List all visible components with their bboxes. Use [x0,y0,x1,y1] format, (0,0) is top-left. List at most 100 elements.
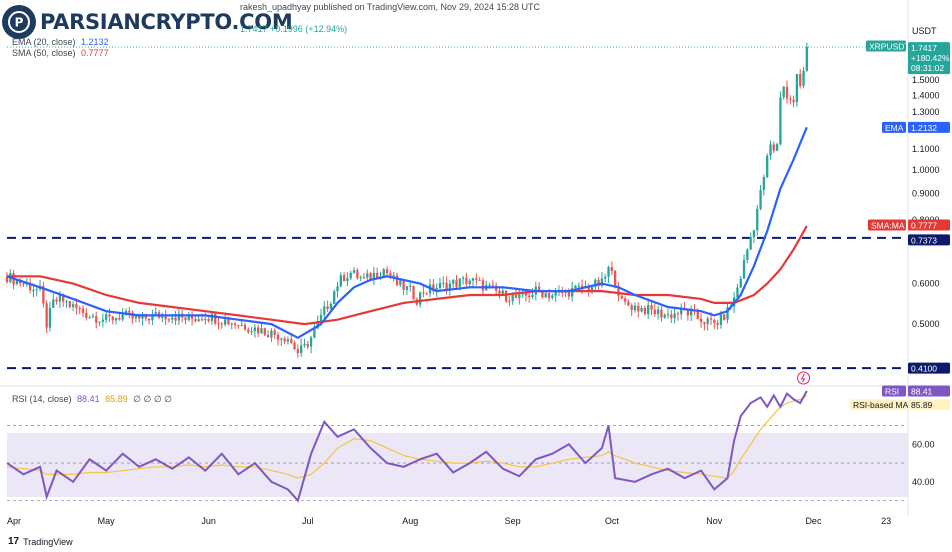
candle-body [792,99,795,103]
axes: 1.60001.50001.40001.30001.10001.00000.90… [7,26,940,526]
price-badges: XRPUSDT 1.7417+180.42%08:31:02 EMA 1.2132 SM… [797,40,950,411]
candle-body [71,304,75,307]
candle-body [382,269,385,277]
watermark-logo-letter: P [15,16,24,30]
candle-body [709,318,713,320]
candle-body [22,283,25,285]
rsi-legend-value: 88.41 [77,394,100,404]
candle-body [237,325,240,327]
rsi-pane [6,390,808,503]
candle-body [200,319,204,321]
tradingview-footer[interactable]: 17 TradingView [8,536,73,547]
ema-legend-value: 1.2132 [81,37,109,47]
candle-body [723,314,726,320]
candle-body [28,283,32,291]
candle-body [286,339,290,342]
ema-badge-value-text: 1.2132 [911,123,937,133]
published-by: rakesh_upadhyay published on TradingView… [240,2,541,12]
rsi-legend-name: RSI (14, close) [12,394,72,404]
candle-body [95,316,98,323]
last-price-badge-bg [908,42,950,75]
candle-body [214,313,217,324]
price-tick-label: 1.0000 [912,165,940,175]
candle-body [580,285,584,289]
rsi-legend[interactable]: RSI (14, close) 88.41 85.89 ∅ ∅ ∅ ∅ [12,394,172,405]
candle-body [233,323,237,326]
candle-body [432,284,435,291]
candle-body [290,339,293,343]
ema-legend-name: EMA (20, close) [12,37,76,47]
rsi-badge-label-bg [882,385,906,397]
candle-body [75,304,78,309]
candle-body [471,278,475,281]
candle-body [752,230,756,238]
candle-body [613,270,617,286]
moving-averages [6,46,906,340]
rsi-legend-extra: ∅ ∅ ∅ ∅ [133,394,173,404]
candle-body [250,331,253,333]
event-icon [797,371,811,385]
event-icon-bolt [800,373,806,383]
rsi-ma-badge-label-text: RSI-based MA [853,400,909,410]
candle-body [399,280,402,285]
candle-body [623,298,627,302]
rsi-ma-badge-label: RSI-based MA [850,399,909,411]
candle-body [207,319,210,321]
candle-body [114,318,118,321]
candle-body [283,338,286,342]
candle-body [88,317,91,319]
candle-body [78,308,81,310]
candle-body [498,290,501,294]
candle-body [154,312,157,315]
ema-legend[interactable]: EMA (20, close) 1.2132 [12,37,109,47]
candle-body [739,278,742,288]
rsi-legend-ma: 85.89 [105,394,128,404]
candle-body [194,319,197,322]
candle-body [197,319,200,322]
candle-body [151,314,154,321]
price-tick-label: 1.4000 [912,91,940,101]
last-price-badge-text: 08:31:02 [911,63,944,73]
watermark: P PARSIANCRYPTO.COM [2,4,293,40]
candle-body [802,70,805,86]
candle-body [442,282,445,284]
candle-body [25,283,28,285]
candle-body [653,309,656,315]
candle-body [736,287,739,298]
candle-body [719,314,723,325]
watermark-logo-icon: P [2,5,36,39]
resistance-badge-text: 0.7373 [911,235,937,245]
candle-body [359,277,362,279]
candle-body [346,278,349,282]
candle-body [187,315,190,320]
candle-body [610,267,613,271]
candle-body [779,97,782,145]
candle-body [68,301,71,307]
candle-body [230,323,233,325]
candle-body [425,293,428,295]
candle-body [190,315,194,320]
candle-body [607,267,610,277]
candle-body [362,277,366,279]
candle-body [676,313,680,315]
candle-body [111,316,114,321]
candle-body [461,277,465,279]
candle-body [541,291,544,298]
candle-body [329,303,333,309]
candle-body [508,301,511,303]
candle-body [577,285,580,287]
candle-body [35,289,38,291]
candle-body [650,305,653,310]
candle-body [177,313,181,321]
candle-body [448,283,452,291]
candle-body [392,275,395,277]
x-tick-label: Sep [505,516,521,526]
candle-body [666,314,670,316]
ema-badge-label-bg [882,121,906,133]
candle-body [475,278,478,280]
candle-body [336,286,339,292]
candle-body [85,312,88,318]
sma-legend[interactable]: SMA (50, close) 0.7777 [12,48,109,58]
candle-body [554,291,557,296]
